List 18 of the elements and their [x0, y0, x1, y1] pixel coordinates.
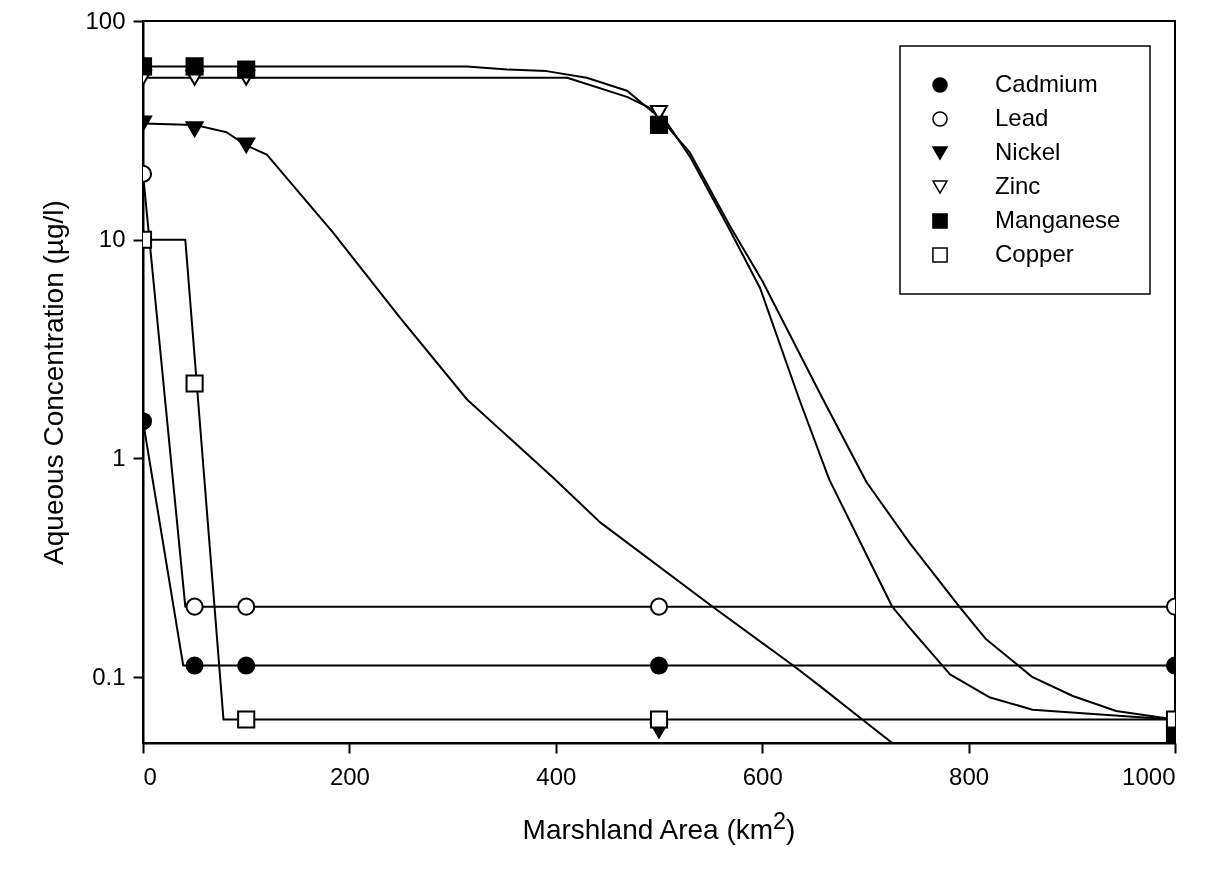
- y-axis-title: Aqueous Concentration (µg/l): [38, 200, 70, 565]
- y-tick-label: 100: [85, 6, 126, 34]
- legend-label: Zinc: [995, 172, 1041, 199]
- y-tick-label: 10: [98, 225, 126, 253]
- x-tick-label: 800: [949, 762, 990, 790]
- legend-label: Cadmium: [995, 70, 1098, 97]
- legend-label: Copper: [995, 240, 1074, 267]
- x-tick-label: 400: [536, 762, 577, 790]
- x-tick-label: 600: [742, 762, 783, 790]
- legend-label: Lead: [995, 104, 1049, 131]
- x-tick-label: 0: [143, 762, 157, 790]
- y-tick-label: 1: [112, 443, 126, 471]
- legend-label: Manganese: [995, 206, 1121, 233]
- y-tick-label: 0.1: [92, 662, 126, 690]
- x-tick-label: 1000: [1122, 762, 1176, 790]
- x-axis-title: Marshland Area (km$^{2}$): [521, 808, 797, 847]
- legend-label: Nickel: [995, 138, 1061, 165]
- x-tick-label: 200: [329, 762, 370, 790]
